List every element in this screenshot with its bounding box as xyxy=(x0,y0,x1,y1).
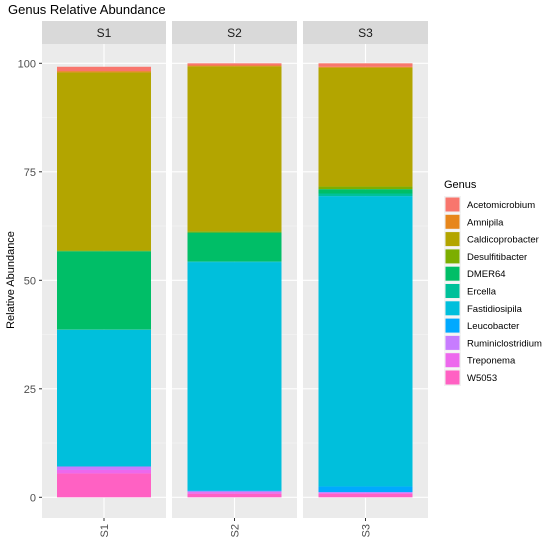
bar-segment-acetomicrobium-s3 xyxy=(318,63,413,67)
bar-segment-desulfitibacter-s2 xyxy=(187,231,282,233)
bar-segment-ruminiclostridium-s2 xyxy=(187,491,282,493)
legend-swatch xyxy=(445,370,460,385)
legend-item-desulfitibacter: Desulfitibacter xyxy=(444,247,527,265)
legend-swatch xyxy=(445,353,460,368)
bar-segment-dmer64-s2 xyxy=(187,232,282,262)
bar-segment-treponema-s1 xyxy=(57,469,151,474)
y-axis: 0 25 50 75 100 xyxy=(18,58,42,504)
y-tick-label: 100 xyxy=(18,58,36,70)
legend-swatch xyxy=(445,318,460,333)
facet-strip-label: S2 xyxy=(227,26,242,40)
legend-label: Ruminiclostridium xyxy=(467,338,542,349)
bar-segment-desulfitibacter-s1 xyxy=(57,250,151,252)
bar-segment-amnipila-s1 xyxy=(57,71,151,73)
bar-segment-fastidiosipila-s1 xyxy=(57,329,151,467)
bar-segment-ruminiclostridium-s3 xyxy=(318,492,413,493)
bar-segment-dmer64-s3 xyxy=(318,189,413,194)
legend-swatch xyxy=(445,335,460,350)
facet-strip xyxy=(42,21,166,44)
x-tick-label: S1 xyxy=(99,524,111,537)
chart-title: Genus Relative Abundance xyxy=(8,2,166,17)
bar-segment-amnipila-s2 xyxy=(187,65,282,67)
bar-segment-caldicoprobacter-s3 xyxy=(318,67,413,187)
bar-segment-leucobacter-s3 xyxy=(318,486,413,493)
legend-item-fastidiosipila: Fastidiosipila xyxy=(444,299,523,317)
facet-strip-label: S3 xyxy=(358,26,373,40)
facets: S1 S1 S2 S2 S3 S3 xyxy=(42,21,428,537)
legend-item-leucobacter: Leucobacter xyxy=(444,317,519,335)
legend-item-dmer64: DMER64 xyxy=(444,265,506,283)
legend-swatch xyxy=(445,301,460,316)
bar-segment-w5053-s2 xyxy=(187,493,282,498)
legend-swatch xyxy=(445,266,460,281)
legend-label: Acetomicrobium xyxy=(467,200,535,211)
y-axis-title: Relative Abundance xyxy=(5,231,17,329)
legend-label: W5053 xyxy=(467,373,497,384)
x-tick-label: S3 xyxy=(361,524,373,537)
legend: Genus Acetomicrobium Amnipila Caldicoproba… xyxy=(444,179,542,386)
bar-segment-ercella-s1 xyxy=(57,329,151,330)
legend-item-caldicoprobacter: Caldicoprobacter xyxy=(444,230,539,248)
legend-label: Ercella xyxy=(467,287,497,298)
legend-item-treponema: Treponema xyxy=(444,351,516,369)
bar-segment-treponema-s2 xyxy=(187,492,282,494)
facet-panel-s3: S3 S3 xyxy=(303,21,428,537)
bar-segment-acetomicrobium-s1 xyxy=(57,66,151,72)
legend-label: Amnipila xyxy=(467,217,504,228)
legend-label: DMER64 xyxy=(467,269,506,280)
y-tick-label: 75 xyxy=(24,167,36,179)
legend-item-ruminiclostridium: Ruminiclostridium xyxy=(444,334,542,352)
bar-segment-fastidiosipila-s2 xyxy=(187,262,282,491)
facet-panel-s1: S1 S1 xyxy=(42,21,166,537)
bar-segment-w5053-s3 xyxy=(318,493,413,498)
legend-swatch xyxy=(445,197,460,212)
legend-label: Desulfitibacter xyxy=(467,252,527,263)
facet-strip-label: S1 xyxy=(97,26,112,40)
legend-title: Genus xyxy=(444,179,477,191)
bar-segment-w5053-s1 xyxy=(57,473,151,498)
legend-item-amnipila: Amnipila xyxy=(444,213,504,231)
legend-label: Fastidiosipila xyxy=(467,304,523,315)
bar-segment-ercella-s3 xyxy=(318,193,413,197)
facet-strip xyxy=(303,21,428,44)
legend-item-w5053: W5053 xyxy=(444,369,497,386)
legend-swatch xyxy=(445,284,460,298)
facet-strip xyxy=(172,21,297,44)
y-tick-label: 0 xyxy=(30,492,36,504)
bar-segment-caldicoprobacter-s2 xyxy=(187,66,282,232)
bar-segment-treponema-s3 xyxy=(318,492,413,494)
bar-segment-dmer64-s1 xyxy=(57,251,151,330)
bar-segment-acetomicrobium-s2 xyxy=(187,63,282,66)
x-tick-label: S2 xyxy=(230,524,242,537)
facet-panel-s2: S2 S2 xyxy=(172,21,297,537)
bar-segment-caldicoprobacter-s1 xyxy=(57,72,151,251)
legend-item-ercella: Ercella xyxy=(444,282,497,300)
bar-segment-amnipila-s3 xyxy=(318,66,413,68)
legend-item-acetomicrobium: Acetomicrobium xyxy=(444,196,535,213)
bar-segment-ruminiclostridium-s1 xyxy=(57,466,151,470)
legend-label: Treponema xyxy=(467,356,516,367)
bar-segment-fastidiosipila-s3 xyxy=(318,196,413,487)
bar-segment-leucobacter-s2 xyxy=(187,490,282,492)
legend-swatch xyxy=(445,249,460,264)
bar-segment-ercella-s2 xyxy=(187,261,282,263)
legend-label: Caldicoprobacter xyxy=(467,235,539,246)
bar-segment-desulfitibacter-s3 xyxy=(318,186,413,190)
legend-swatch xyxy=(445,214,460,229)
legend-swatch xyxy=(445,232,460,247)
y-tick-label: 25 xyxy=(24,384,36,396)
y-tick-label: 50 xyxy=(24,275,36,287)
legend-label: Leucobacter xyxy=(467,321,519,332)
